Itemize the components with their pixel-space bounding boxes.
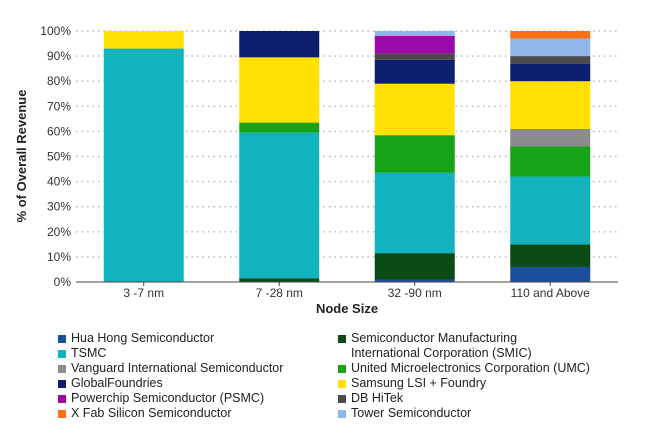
y-tick-label: 30% [47,200,71,214]
y-tick-label: 50% [47,150,71,164]
y-tick-label: 60% [47,124,71,138]
bar-segment [239,57,320,123]
y-tick-label: 10% [47,250,71,264]
x-axis-ticks: 3 -7 nm 7 -28 nm 32 -90 nm 110 and Above [123,282,590,300]
bar-segment [374,36,455,54]
bar-segment [510,81,591,129]
y-tick-label: 70% [47,99,71,113]
legend-label: DB HiTek [351,391,404,405]
legend-label: Samsung LSI + Foundry [351,376,487,390]
bar-segment [510,56,591,64]
x-tick-label: 7 -28 nm [256,286,303,300]
y-axis-ticks: 0% 10% 20% 30% 40% 50% 60% 70% 80% 90% 100% [40,24,71,289]
y-tick-label: 80% [47,74,71,88]
legend-swatch-tower [338,410,346,418]
bar-segment [374,53,455,60]
legend-label: Semiconductor Manufacturing [351,331,518,345]
legend-label: X Fab Silicon Semiconductor [71,406,232,420]
x-tick-label: 110 and Above [511,286,591,300]
bar-segment [374,253,455,280]
bar-segment [510,31,591,39]
y-tick-label: 90% [47,49,71,63]
legend-label: Powerchip Semiconductor (PSMC) [71,391,265,405]
legend-label: GlobalFoundries [71,376,163,390]
bar-segment [374,172,455,254]
legend-swatch-umc [338,365,346,373]
bar-segment [239,122,320,133]
bar-segment [510,244,591,267]
bar-segment [239,132,320,279]
bar-segment [510,146,591,177]
legend-label: United Microelectronics Corporation (UMC… [351,361,590,375]
bar-segment [510,176,591,245]
bar-segment [510,63,591,82]
y-tick-label: 20% [47,225,71,239]
y-tick-label: 100% [40,24,71,38]
legend-swatch-vanguard [58,365,66,373]
legend-swatch-dbhitek [338,395,346,403]
legend-swatch-globalfoundries [58,380,66,388]
bar-segment [103,31,184,49]
bar-segment [239,278,320,282]
legend-swatch-xfab [58,410,66,418]
legend-swatch-hua-hong [58,335,66,343]
bar-segment [510,128,591,147]
legend-label: Hua Hong Semiconductor [71,331,215,345]
y-tick-label: 40% [47,175,71,189]
y-axis-title: % of Overall Revenue [14,90,29,223]
stacked-bar-chart: 0% 10% 20% 30% 40% 50% 60% 70% 80% 90% 100% 3 -7 n… [14,24,618,316]
x-axis-title: Node Size [316,301,378,316]
bar-segment [374,31,455,37]
legend-swatch-tsmc [58,350,66,358]
legend-swatch-psmc [58,395,66,403]
legend-label: TSMC [71,346,107,360]
bars [103,31,591,282]
legend-label: International Corporation (SMIC) [351,346,532,360]
y-tick-label: 0% [54,275,72,289]
bar-segment [374,135,455,173]
legend-label: Vanguard International Semiconductor [71,361,284,375]
legend-swatch-samsung [338,380,346,388]
legend-swatch-smic [338,335,346,343]
bar-segment [510,38,591,57]
bar-segment [374,59,455,84]
x-tick-label: 3 -7 nm [123,286,164,300]
bar-segment [239,31,320,58]
x-tick-label: 32 -90 nm [388,286,442,300]
legend-label: Tower Semiconductor [351,406,472,420]
bar-segment [510,266,591,282]
bar-segment [374,83,455,136]
bar-segment [374,279,455,282]
bar-segment [103,48,184,282]
